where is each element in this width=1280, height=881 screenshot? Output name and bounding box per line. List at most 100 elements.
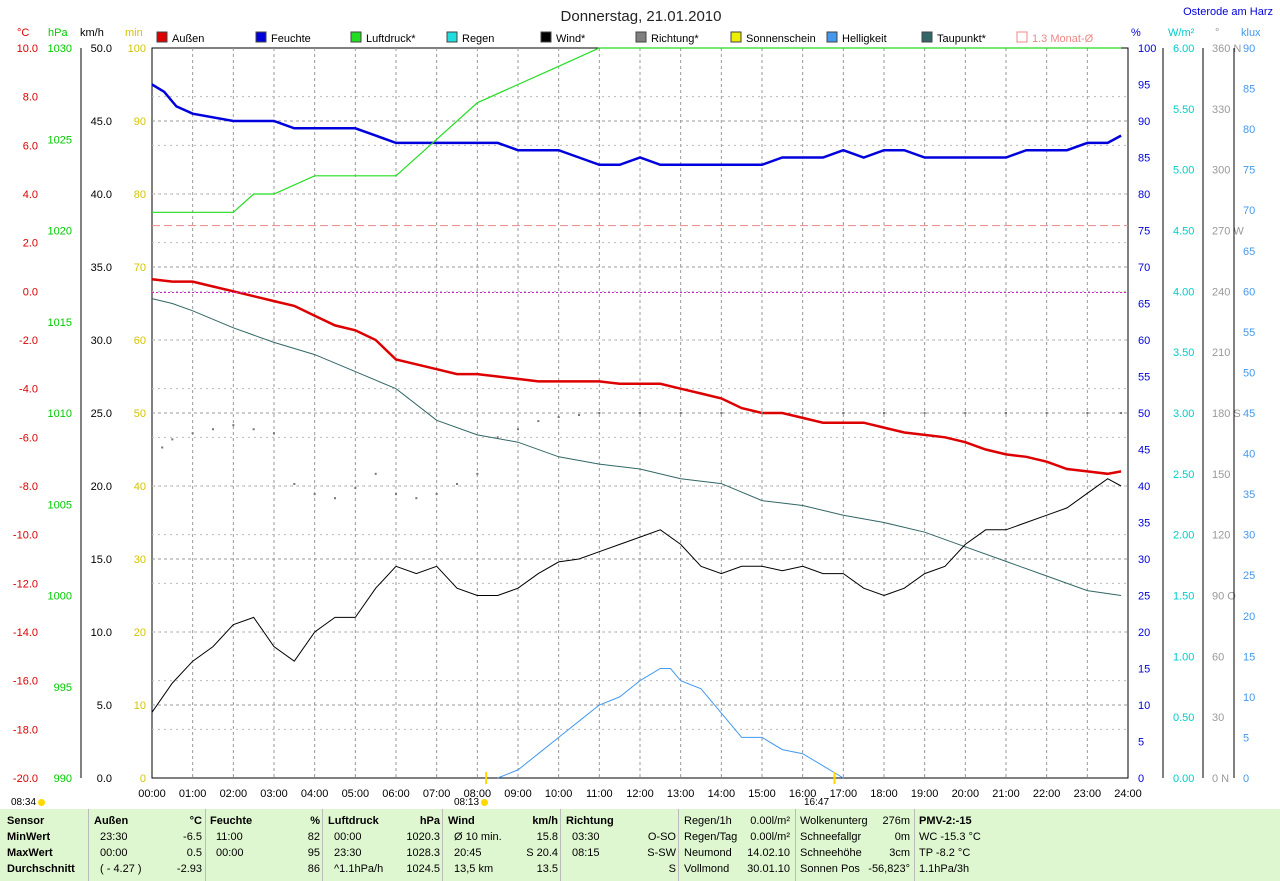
info-value: 0.00l/m² xyxy=(750,831,790,843)
table-cell-row: ( - 4.27 ) -2.93 xyxy=(94,861,202,877)
humidity-tick-label: 30 xyxy=(1138,554,1150,566)
pressure-tick-label: 1020 xyxy=(48,226,72,238)
info-row: 1.1hPa/3h xyxy=(919,861,1019,877)
temp-tick-label: 10.0 xyxy=(17,43,38,55)
info-row: Regen/1h 0.00l/m² xyxy=(684,813,790,829)
column-header: Feuchte% xyxy=(210,813,320,829)
direction-point xyxy=(801,412,804,414)
minutes-tick-label: 0 xyxy=(140,773,146,785)
direction-point xyxy=(456,482,458,485)
temp-tick-label: -14.0 xyxy=(13,627,38,639)
x-tick-label: 10:00 xyxy=(545,788,573,800)
table-cell-row: 00:00 0.5 xyxy=(94,845,202,861)
info-row: WC -15.3 °C xyxy=(919,829,1019,845)
direction-point xyxy=(883,412,885,414)
x-tick-label: 12:00 xyxy=(626,788,654,800)
table-separator xyxy=(205,809,206,881)
table-cell-row: 86 xyxy=(210,861,320,877)
noon-marker: 08:13 xyxy=(454,797,489,808)
illuminance-tick-label: 35 xyxy=(1243,489,1255,501)
x-tick-label: 04:00 xyxy=(301,788,329,800)
direction-point xyxy=(1045,412,1048,414)
legend: Außen Feuchte Luftdruck* Regen Wind* Richtung… xyxy=(156,31,1094,45)
minutes-tick-label: 60 xyxy=(134,335,146,347)
x-tick-label: 20:00 xyxy=(952,788,980,800)
minutes-tick-label: 80 xyxy=(134,189,146,201)
humidity-tick-label: 15 xyxy=(1138,664,1150,676)
illuminance-tick-label: 25 xyxy=(1243,570,1255,582)
info-label: Wolkenunterg xyxy=(800,815,868,827)
direction-tick-label: 60 xyxy=(1212,651,1224,663)
humidity-tick-label: 90 xyxy=(1138,116,1150,128)
info-label: Schneehöhe xyxy=(800,847,862,859)
info-row: Schneehöhe 3cm xyxy=(800,845,910,861)
info-row: Wolkenunterg 276m xyxy=(800,813,910,829)
minutes-tick-label: 90 xyxy=(134,116,146,128)
radiation-tick-label: 5.50 xyxy=(1173,104,1194,116)
cell-value: S 20.4 xyxy=(526,847,558,859)
pressure-tick-label: 1010 xyxy=(48,408,72,420)
legend-swatch xyxy=(350,31,362,43)
wind-tick-label: 50.0 xyxy=(91,43,112,55)
location-label: Osterode am Harz xyxy=(1183,6,1273,18)
wind-tick-label: 5.0 xyxy=(97,700,112,712)
illuminance-tick-label: 15 xyxy=(1243,651,1255,663)
direction-point xyxy=(923,412,926,414)
direction-point xyxy=(374,472,377,475)
illuminance-tick-label: 45 xyxy=(1243,408,1255,420)
temp-tick-label: -6.0 xyxy=(19,432,38,444)
table-column: Wind km/h Ø 10 min. 15.8 20:45 S 20.4 13,5 km 1… xyxy=(448,813,558,877)
info-value: 30.01.10 xyxy=(747,863,790,875)
temp-tick-label: 2.0 xyxy=(23,238,38,250)
pressure-tick-label: 1015 xyxy=(48,317,72,329)
humidity-tick-label: 70 xyxy=(1138,262,1150,274)
cell-value: 13.5 xyxy=(536,863,558,875)
x-tick-label: 13:00 xyxy=(667,788,695,800)
cell-value: 86 xyxy=(307,863,320,875)
row-label: MinWert xyxy=(7,831,51,843)
table-cell-row: 11:00 82 xyxy=(210,829,320,845)
weather-chart: Donnerstag, 21.01.2010 Osterode am Harz … xyxy=(13,6,1273,800)
row-label: MaxWert xyxy=(7,847,53,859)
chart-title: Donnerstag, 21.01.2010 xyxy=(561,8,722,25)
info-value: 276m xyxy=(882,815,910,827)
direction-point xyxy=(212,428,214,431)
direction-point xyxy=(293,482,296,485)
direction-point xyxy=(578,414,580,417)
x-tick-label: 21:00 xyxy=(992,788,1020,800)
cell-value: 1020.3 xyxy=(406,831,440,843)
radiation-tick-label: 5.00 xyxy=(1173,165,1194,177)
x-tick-label: 07:00 xyxy=(423,788,451,800)
table-cell-row: 08:15 S-SW xyxy=(566,845,676,861)
unit-degree: ° xyxy=(1215,27,1219,39)
table-separator xyxy=(322,809,323,881)
cell-value: O-SO xyxy=(647,831,676,843)
humidity-tick-label: 45 xyxy=(1138,445,1150,457)
info-column: Wolkenunterg 276m Schneefallgr 0m Schneehöhe… xyxy=(800,813,910,877)
column-title: Außen xyxy=(94,815,129,827)
table-cell-row: 23:30 -6.5 xyxy=(94,829,202,845)
direction-point xyxy=(415,497,418,500)
x-tick-label: 00:00 xyxy=(138,788,166,800)
sunset-time: 16:47 xyxy=(804,797,830,808)
humidity-tick-label: 85 xyxy=(1138,153,1150,165)
illuminance-tick-label: 90 xyxy=(1243,43,1255,55)
direction-point xyxy=(252,428,255,431)
cell-value: 95 xyxy=(307,847,320,859)
radiation-tick-label: 2.50 xyxy=(1173,469,1194,481)
sensor-column: Sensor MinWert MaxWert Durchschnitt xyxy=(7,813,75,877)
legend-swatch xyxy=(540,31,552,43)
direction-point xyxy=(171,438,174,441)
legend-label: Sonnenschein xyxy=(746,33,816,45)
direction-tick-label: 180 S xyxy=(1212,408,1241,420)
info-label: TP -8.2 °C xyxy=(919,847,971,859)
direction-tick-label: 210 xyxy=(1212,347,1230,359)
humidity-tick-label: 100 xyxy=(1138,43,1156,55)
info-column: PMV-2:-15 WC -15.3 °C TP -8.2 °C 1.1hPa/3h xyxy=(919,813,1019,877)
wind-tick-label: 10.0 xyxy=(91,627,112,639)
cell-time: 13,5 km xyxy=(454,863,494,875)
legend-swatch xyxy=(730,31,742,43)
temp-tick-label: -2.0 xyxy=(19,335,38,347)
direction-tick-label: 30 xyxy=(1212,712,1224,724)
direction-point xyxy=(191,432,194,435)
